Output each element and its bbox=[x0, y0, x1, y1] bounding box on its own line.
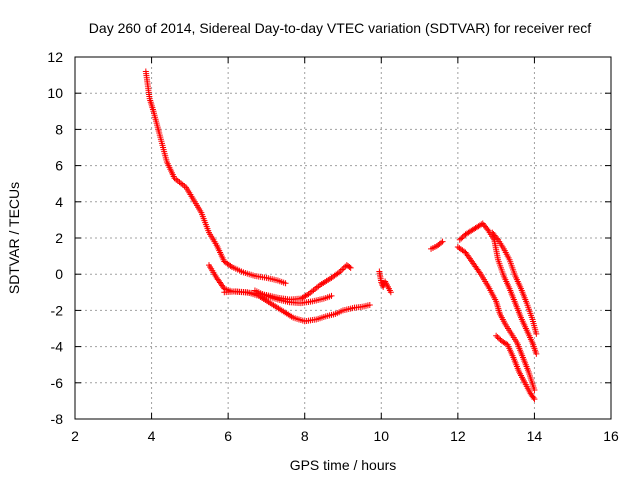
data-point bbox=[339, 266, 346, 273]
data-point bbox=[328, 292, 335, 299]
x-tick-label: 8 bbox=[301, 428, 309, 444]
y-tick-label: -8 bbox=[51, 411, 64, 427]
series-track-e bbox=[376, 268, 394, 296]
grid bbox=[75, 57, 611, 419]
data-point bbox=[530, 394, 537, 401]
x-tick-label: 6 bbox=[224, 428, 232, 444]
data-point bbox=[282, 280, 289, 287]
series-track-f bbox=[428, 238, 446, 252]
series-track-i bbox=[493, 332, 538, 403]
data-point bbox=[496, 335, 503, 342]
y-tick-label: -2 bbox=[51, 302, 64, 318]
x-tick-label: 16 bbox=[603, 428, 619, 444]
x-tick-label: 2 bbox=[71, 428, 79, 444]
y-axis-label: SDTVAR / TECUs bbox=[6, 182, 22, 294]
x-tick-label: 4 bbox=[148, 428, 156, 444]
data-point bbox=[438, 239, 445, 246]
data-point bbox=[459, 234, 466, 241]
y-tick-label: 6 bbox=[55, 158, 63, 174]
data-point bbox=[458, 235, 465, 242]
y-tick-label: -6 bbox=[51, 375, 64, 391]
data-point bbox=[478, 221, 485, 228]
x-axis-label: GPS time / hours bbox=[290, 457, 397, 473]
data-point bbox=[366, 301, 373, 308]
y-tick-label: 4 bbox=[55, 194, 63, 210]
data-point bbox=[484, 226, 491, 233]
data-point bbox=[494, 334, 501, 341]
y-tick-label: 0 bbox=[55, 266, 63, 282]
data-point bbox=[531, 387, 538, 394]
data-marks bbox=[142, 68, 540, 403]
data-point bbox=[439, 238, 446, 245]
series-track-a bbox=[142, 68, 289, 287]
data-point bbox=[493, 332, 500, 339]
y-tick-label: 2 bbox=[55, 230, 63, 246]
x-tick-label: 14 bbox=[527, 428, 543, 444]
data-point bbox=[493, 235, 500, 242]
y-tick-label: 12 bbox=[47, 49, 63, 65]
series-track-c bbox=[221, 288, 373, 325]
x-tick-label: 10 bbox=[373, 428, 389, 444]
y-tick-label: 10 bbox=[47, 85, 63, 101]
data-point bbox=[531, 396, 538, 403]
data-point bbox=[533, 350, 540, 357]
axis-ticks: 2 4 6 8 10 12 14 16 -8 -6 -4 -2 0 2 4 6 8 10 12 bbox=[47, 49, 619, 444]
series-track-g bbox=[456, 220, 540, 357]
data-point bbox=[387, 289, 394, 296]
data-point bbox=[456, 236, 463, 243]
series-track-d bbox=[251, 287, 335, 307]
chart-title: Day 260 of 2014, Sidereal Day-to-day VTE… bbox=[89, 20, 591, 36]
series-track-j bbox=[489, 229, 540, 337]
data-point bbox=[347, 264, 354, 271]
y-tick-label: 8 bbox=[55, 121, 63, 137]
series-track-h bbox=[454, 244, 538, 394]
data-point bbox=[533, 330, 540, 337]
data-point bbox=[346, 263, 353, 270]
x-tick-label: 12 bbox=[450, 428, 466, 444]
y-tick-label: -4 bbox=[51, 339, 64, 355]
